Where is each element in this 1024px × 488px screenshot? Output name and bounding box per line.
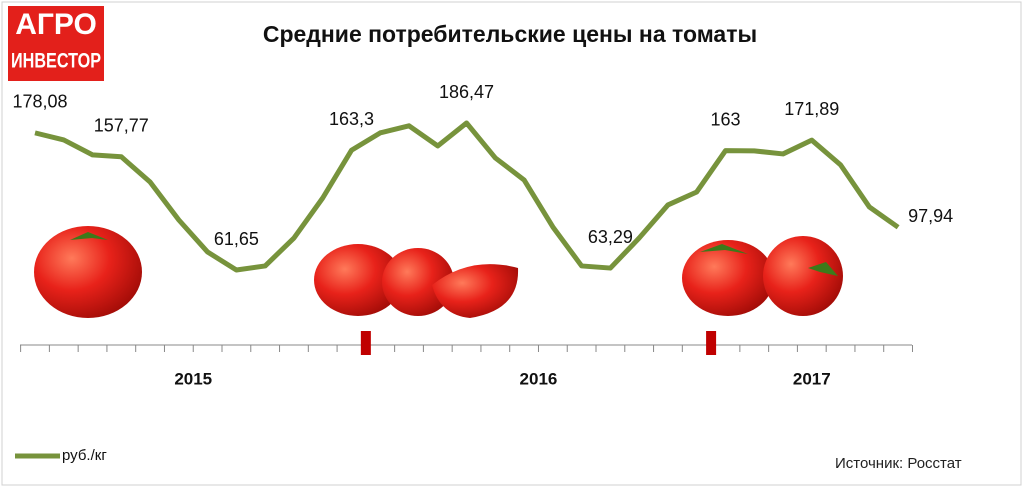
year-label: 2017 (793, 369, 831, 388)
value-label: 157,77 (94, 116, 149, 136)
value-label: 163 (710, 109, 740, 129)
legend-label: руб./кг (62, 447, 107, 464)
line (34, 120, 900, 273)
value-label: 61,65 (214, 229, 259, 249)
chart-title: Средние потребительские цены на томаты (263, 21, 757, 47)
year-separator (360, 331, 371, 355)
value-label: 63,29 (588, 227, 633, 247)
stem (70, 232, 108, 240)
tomato (382, 248, 454, 316)
tomato-slice (432, 264, 519, 318)
tomato (314, 244, 402, 316)
logo-text: ИНВЕСТОР (11, 50, 101, 73)
logo-text: АГРО (15, 8, 97, 41)
source: Источник: Росстат (835, 455, 962, 472)
year-label: 2015 (174, 369, 212, 388)
tomato (763, 236, 843, 316)
logo-box (8, 6, 104, 81)
logo: АГРО ИНВЕСТОР (8, 6, 104, 81)
value-label: 97,94 (908, 206, 953, 226)
stem (700, 244, 838, 276)
value-label: 178,08 (12, 92, 67, 112)
year-separator (706, 331, 717, 355)
value-label: 186,47 (439, 82, 494, 102)
tomato (682, 240, 774, 316)
tomato (34, 226, 142, 318)
value-label: 171,89 (784, 99, 839, 119)
year-label: 2016 (520, 369, 558, 388)
value-label: 163,3 (329, 109, 374, 129)
tomatoes (34, 226, 843, 318)
